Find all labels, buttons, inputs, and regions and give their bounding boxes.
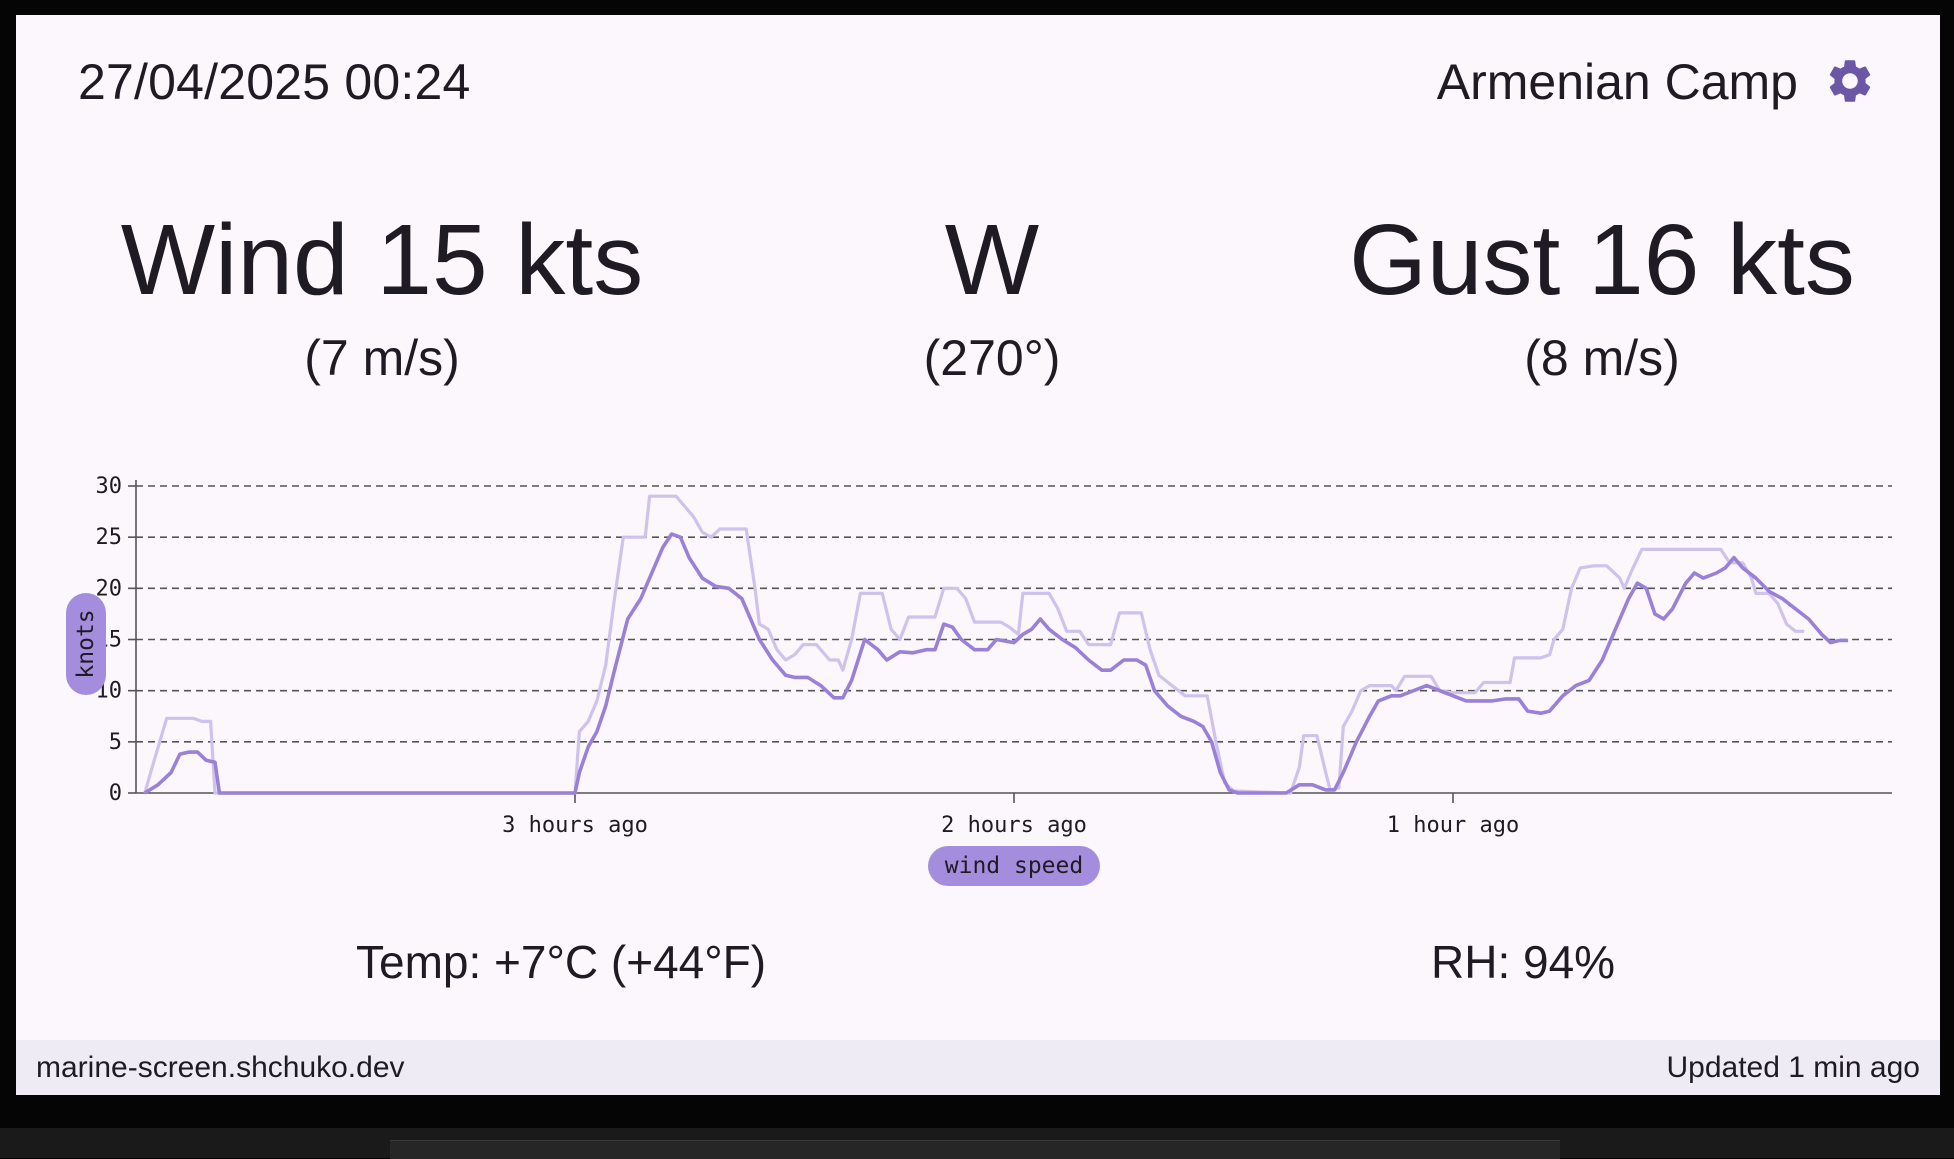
gust-speed-value: Gust 16 kts [1349,204,1855,316]
gust-speed-panel: Gust 16 kts (8 m/s) [1302,200,1902,390]
wind-direction-degrees: (270°) [923,330,1061,386]
y-tick-label: 5 [109,730,122,755]
last-updated: Updated 1 min ago [1666,1051,1920,1084]
x-axis-label-pill [928,846,1100,886]
wind-speed-value: Wind 15 kts [120,204,644,316]
gust-speed-ms: (8 m/s) [1524,330,1680,386]
wind-history-chart: 0 5 10 15 20 25 30 3 hours ago 2 hours ago 1 hour… [36,445,1920,905]
location-name: Armenian Camp [1436,54,1798,110]
x-tick-label: 3 hours ago [502,813,648,838]
device-stand-strip [390,1140,1560,1159]
series-wind-line [143,532,1849,795]
y-tick-label: 0 [109,781,122,806]
y-tick-label: 20 [96,576,123,601]
temperature-readout: Temp: +7°C (+44°F) [356,936,767,988]
humidity-readout: RH: 94% [1431,936,1616,988]
gear-icon[interactable] [1824,55,1876,107]
app-screen: 27/04/2025 00:24 Armenian Camp Wind 15 k… [16,15,1940,1095]
y-tick-label: 25 [96,525,123,550]
y-axis-label-pill [66,593,106,695]
x-tick-label: 2 hours ago [941,813,1087,838]
y-tick-label: 30 [96,474,123,499]
wind-direction-cardinal: W [944,204,1040,316]
wind-speed-ms: (7 m/s) [304,330,460,386]
site-url: marine-screen.shchuko.dev [36,1051,405,1084]
wind-speed-panel: Wind 15 kts (7 m/s) [82,200,682,390]
x-tick-label: 1 hour ago [1387,813,1519,838]
y-axis-label: knots [73,609,99,678]
series-gust-line [143,494,1805,795]
wind-direction-panel: W (270°) [692,200,1292,390]
x-axis-label: wind speed [945,853,1083,879]
status-bar [16,1040,1940,1095]
current-datetime: 27/04/2025 00:24 [78,54,471,110]
